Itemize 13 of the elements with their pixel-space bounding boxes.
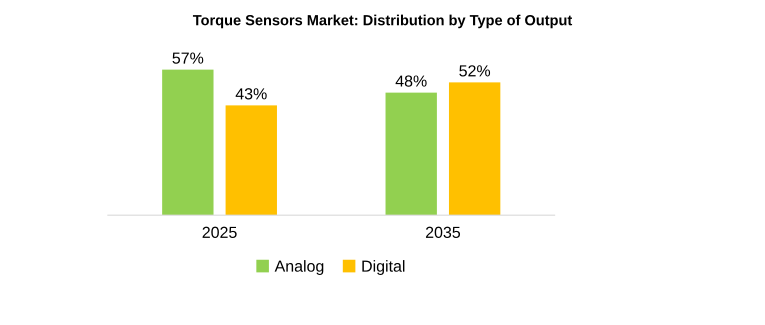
data-label: 52% [459, 65, 490, 76]
bar [226, 105, 277, 216]
chart-title: Torque Sensors Market: Distribution by Type of Output [192, 14, 572, 28]
bar [162, 70, 214, 216]
data-label: 48% [396, 75, 427, 87]
data-label: 57% [172, 52, 204, 64]
bar [386, 92, 437, 216]
x-tick-label: 2035 [426, 226, 460, 238]
data-label: 43% [236, 88, 267, 100]
legend-label: Digital [362, 260, 404, 275]
legend-label: Analog [274, 260, 324, 275]
x-tick-label: 2025 [202, 226, 237, 238]
bar [448, 82, 500, 216]
